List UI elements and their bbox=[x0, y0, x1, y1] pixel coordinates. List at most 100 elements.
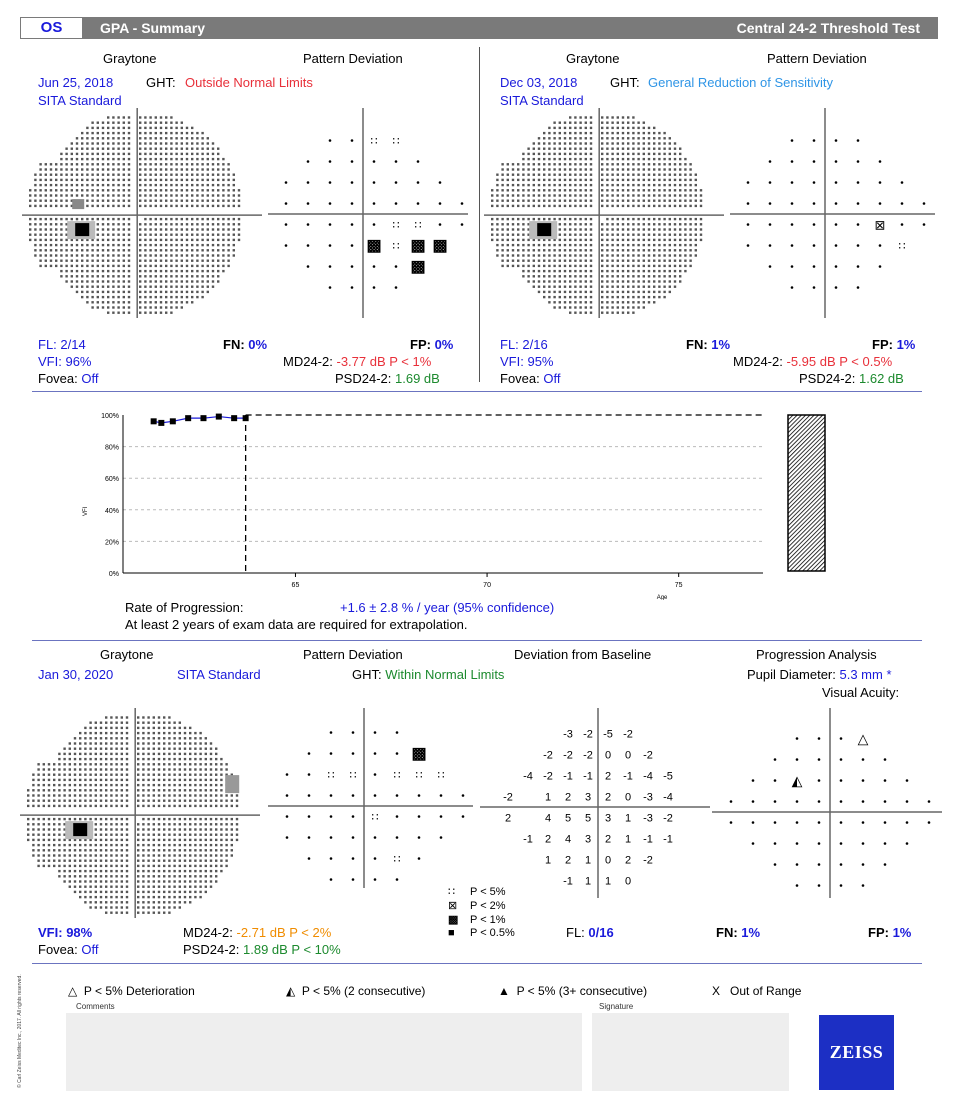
graytone-cell bbox=[65, 189, 68, 192]
graytone-cell bbox=[73, 773, 77, 776]
graytone-cell bbox=[168, 783, 171, 787]
graytone-cell bbox=[689, 223, 692, 226]
graytone-cell bbox=[127, 306, 131, 309]
graytone-cell bbox=[91, 147, 94, 150]
graytone-cell bbox=[99, 890, 103, 894]
deviation-value: 0 bbox=[605, 855, 611, 867]
comments-field[interactable] bbox=[66, 1013, 582, 1091]
graytone-cell bbox=[616, 259, 619, 262]
graytone-cell bbox=[163, 854, 166, 857]
graytone-cell bbox=[647, 275, 651, 278]
graytone-cell bbox=[496, 217, 499, 221]
graytone-cell bbox=[694, 178, 697, 182]
graytone-cell bbox=[175, 189, 178, 192]
graytone-cell bbox=[101, 168, 105, 171]
graytone-cell bbox=[94, 869, 97, 873]
graytone-cell bbox=[120, 838, 123, 842]
graytone-cell bbox=[217, 243, 220, 247]
exam1-ght-label: GHT: bbox=[146, 75, 176, 90]
graytone-cell bbox=[199, 890, 202, 894]
graytone-cell bbox=[663, 228, 666, 231]
graytone-cell bbox=[175, 264, 178, 268]
graytone-cell bbox=[537, 163, 541, 166]
graytone-cell bbox=[215, 773, 218, 776]
graytone-cell bbox=[94, 823, 97, 826]
graytone-cell bbox=[621, 183, 625, 187]
graytone-cell bbox=[32, 838, 35, 842]
normal-point bbox=[790, 202, 794, 205]
graytone-cell bbox=[139, 264, 142, 268]
graytone-cell bbox=[101, 189, 105, 192]
graytone-cell bbox=[168, 849, 171, 852]
graytone-cell bbox=[42, 799, 45, 802]
graytone-cell bbox=[548, 259, 551, 262]
graytone-cell bbox=[189, 747, 192, 750]
graytone-cell bbox=[175, 233, 178, 236]
graytone-cell bbox=[501, 233, 504, 236]
graytone-cell bbox=[70, 168, 73, 171]
graytone-cell bbox=[180, 189, 183, 192]
graytone-cell bbox=[189, 869, 192, 873]
graytone-cell bbox=[558, 243, 561, 247]
graytone-cell bbox=[204, 823, 207, 826]
graytone-cell bbox=[94, 885, 97, 888]
graytone-cell bbox=[152, 789, 155, 792]
graytone-cell bbox=[63, 843, 66, 847]
graytone-cell bbox=[47, 833, 51, 836]
graytone-cell bbox=[196, 285, 199, 288]
graytone-cell bbox=[589, 147, 593, 150]
graytone-cell bbox=[37, 778, 40, 782]
graytone-cell bbox=[115, 763, 118, 766]
graytone-cell bbox=[127, 168, 131, 171]
graytone-cell bbox=[137, 778, 140, 782]
normal-point bbox=[307, 815, 311, 818]
graytone-cell bbox=[42, 864, 45, 868]
graytone-cell bbox=[37, 864, 40, 868]
graytone-cell bbox=[501, 194, 504, 197]
graytone-cell bbox=[159, 121, 163, 124]
graytone-cell bbox=[689, 243, 692, 247]
graytone-cell bbox=[29, 233, 32, 236]
test-name: Central 24-2 Threshold Test bbox=[736, 20, 920, 36]
graytone-cell bbox=[579, 311, 582, 314]
graytone-cell bbox=[579, 204, 582, 208]
normal-point bbox=[307, 836, 311, 839]
graytone-cell bbox=[96, 204, 99, 208]
graytone-cell bbox=[173, 854, 176, 857]
graytone-cell bbox=[185, 217, 189, 221]
graytone-cell bbox=[684, 199, 687, 202]
graytone-cell bbox=[107, 243, 110, 247]
graytone-cell bbox=[159, 178, 163, 182]
graytone-cell bbox=[157, 854, 161, 857]
graytone-cell bbox=[189, 768, 192, 771]
graytone-cell bbox=[201, 228, 204, 231]
graytone-cell bbox=[168, 742, 171, 745]
graytone-cell bbox=[621, 152, 625, 156]
graytone-cell bbox=[196, 137, 199, 140]
graytone-cell bbox=[44, 238, 47, 242]
graytone-cell bbox=[616, 157, 619, 161]
graytone-cell bbox=[173, 849, 176, 852]
graytone-cell bbox=[105, 768, 108, 771]
normal-point bbox=[438, 181, 442, 184]
graytone-cell bbox=[165, 217, 168, 221]
graytone-cell bbox=[227, 178, 230, 182]
graytone-cell bbox=[165, 285, 168, 288]
graytone-cell bbox=[627, 295, 630, 299]
normal-point bbox=[861, 842, 865, 845]
graytone-cell bbox=[107, 199, 110, 202]
signature-field[interactable] bbox=[592, 1013, 789, 1091]
exam2-vfi-value: 95% bbox=[527, 354, 554, 369]
graytone-cell bbox=[53, 817, 56, 821]
graytone-cell bbox=[79, 742, 82, 745]
deviation-value: 0 bbox=[605, 750, 611, 762]
graytone-cell bbox=[496, 204, 499, 208]
graytone-cell bbox=[125, 804, 129, 808]
graytone-cell bbox=[53, 773, 56, 776]
graytone-cell bbox=[185, 189, 189, 192]
graytone-cell bbox=[637, 295, 640, 299]
graytone-cell bbox=[569, 168, 572, 171]
graytone-cell bbox=[191, 280, 194, 283]
graytone-cell bbox=[584, 301, 587, 304]
graytone-cell bbox=[191, 157, 194, 161]
